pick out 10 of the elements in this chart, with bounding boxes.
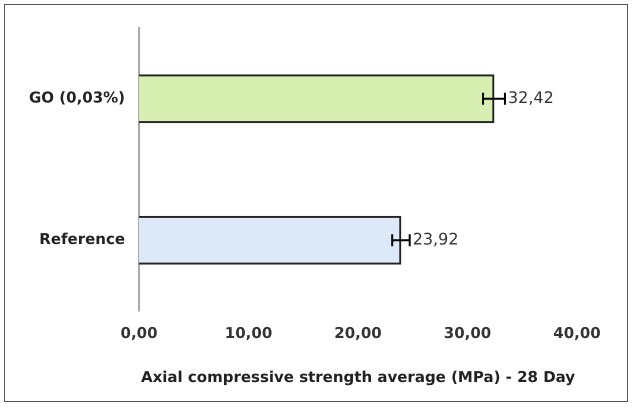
x-tick-label: 0,00 <box>120 324 158 342</box>
x-tick-label: 30,00 <box>444 324 492 342</box>
y-tick-label: GO (0,03%) <box>28 88 126 107</box>
x-axis-title: Axial compressive strength average (MPa) - 28 Day <box>140 368 576 386</box>
x-tick-label: 10,00 <box>224 324 272 342</box>
x-tick-label: 40,00 <box>553 324 601 342</box>
data-label: 32,42 <box>508 88 554 107</box>
data-label: 23,92 <box>412 229 459 248</box>
x-tick-label: 20,00 <box>334 324 382 342</box>
y-tick-label: Reference <box>39 230 126 248</box>
